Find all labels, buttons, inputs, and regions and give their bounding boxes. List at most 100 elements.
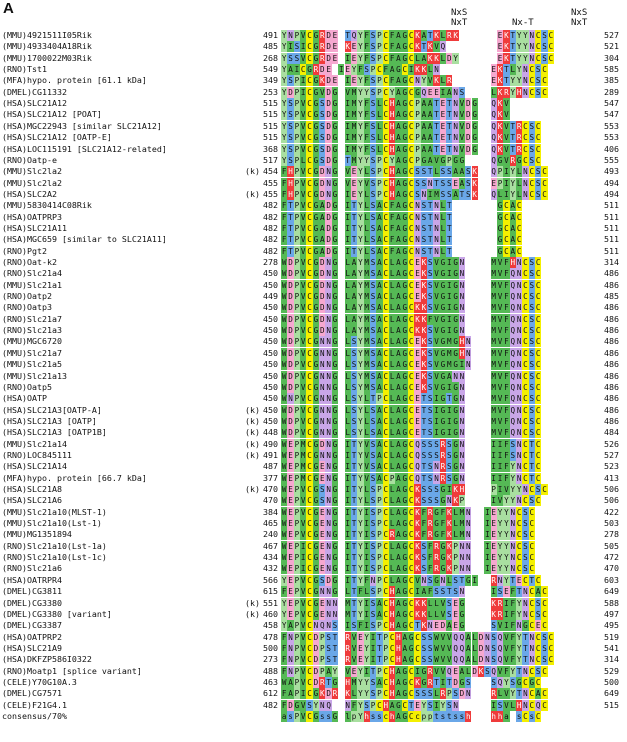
- residue: V: [496, 415, 504, 427]
- residue: E: [414, 370, 421, 382]
- residue: E: [439, 120, 447, 132]
- residue: S: [319, 109, 326, 121]
- residue: s: [528, 711, 535, 722]
- residue: N: [515, 291, 523, 303]
- sequence-name: (MMU)5830414C08Rik: [2, 200, 92, 211]
- residue: I: [446, 279, 453, 291]
- residue: Y: [363, 642, 370, 654]
- residue: S: [528, 154, 535, 166]
- residue: S: [433, 438, 440, 450]
- residue: T: [350, 597, 358, 609]
- alignment-row: (MMU)Slc2la2 (k) 454 F H P V C G D N G V E Y L S P C H A G C S S…: [2, 166, 627, 178]
- residue: K: [496, 75, 504, 87]
- residue: G: [331, 427, 339, 439]
- residue: h: [490, 711, 497, 722]
- residue: E: [319, 608, 326, 620]
- residue: T: [427, 200, 434, 212]
- residue: F: [388, 41, 396, 53]
- residue: F: [281, 166, 288, 178]
- alignment-row: (HSA)DKFZP586I0322 273 F N P V C D P S T R V E Y I T P C H A…: [2, 654, 627, 666]
- residue: V: [300, 188, 307, 200]
- residue: C: [382, 552, 389, 564]
- residue: E: [287, 506, 294, 518]
- residue: I: [484, 529, 491, 541]
- residue: N: [287, 642, 294, 654]
- residue: V: [496, 313, 504, 325]
- residue: S: [535, 166, 542, 178]
- residue: T: [509, 143, 516, 155]
- residue: C: [408, 268, 415, 280]
- residue: K: [420, 597, 428, 609]
- residue: S: [465, 188, 472, 200]
- residue: P: [293, 654, 301, 666]
- residue: S: [535, 597, 542, 609]
- residue: G: [401, 268, 408, 280]
- residue: N: [439, 574, 447, 586]
- residue: N: [325, 279, 332, 291]
- residue: Q: [490, 98, 497, 110]
- residue: C: [306, 325, 313, 337]
- residue: M: [300, 472, 307, 484]
- residue: W: [281, 529, 288, 541]
- residue: A: [395, 381, 402, 393]
- residue: A: [350, 313, 358, 325]
- residue: C: [522, 257, 529, 268]
- residue: V: [350, 654, 358, 666]
- residue: H: [388, 608, 396, 620]
- residue: I: [363, 529, 370, 541]
- residue: P: [293, 245, 301, 257]
- residue: P: [414, 154, 421, 166]
- residue: G: [331, 415, 339, 427]
- residue: N: [287, 631, 294, 643]
- residue: C: [382, 336, 389, 348]
- residue: A: [395, 154, 402, 166]
- sequence-name: (HSA)SLC21A8: [2, 484, 62, 494]
- residue: E: [357, 654, 364, 666]
- start-position: 273: [263, 654, 278, 665]
- residue: C: [408, 177, 415, 189]
- residue: D: [325, 98, 332, 110]
- residue: K: [319, 75, 326, 87]
- residue: I: [344, 495, 351, 507]
- residue: D: [446, 52, 453, 64]
- sequence-name: (HSA)OATPRP3: [2, 211, 62, 222]
- residue: A: [395, 347, 402, 359]
- residue: A: [395, 302, 402, 314]
- residue: S: [369, 188, 377, 200]
- end-position: 486: [604, 359, 619, 370]
- residue: K: [414, 552, 421, 564]
- residue: V: [496, 347, 504, 359]
- residue: C: [306, 86, 313, 98]
- residue: R: [388, 529, 396, 541]
- residue: N: [325, 393, 332, 405]
- residue: Y: [357, 222, 364, 234]
- residue: T: [350, 506, 358, 518]
- residue: I: [503, 166, 510, 178]
- residue: V: [433, 381, 440, 393]
- residue: N: [522, 699, 529, 711]
- residue: T: [515, 665, 523, 677]
- residue: D: [465, 143, 472, 155]
- residue: A: [325, 665, 332, 677]
- residue: C: [541, 586, 548, 598]
- residue: L: [344, 359, 351, 371]
- residue: N: [325, 518, 332, 530]
- residue: N: [465, 506, 472, 518]
- residue: P: [376, 552, 383, 564]
- residue: D: [439, 620, 447, 632]
- residue: G: [331, 154, 339, 166]
- residue: D: [287, 291, 294, 303]
- residue: T: [420, 427, 428, 439]
- residue: L: [388, 574, 396, 586]
- residue: T: [446, 143, 453, 155]
- residue: A: [319, 200, 326, 212]
- residue: I: [439, 676, 447, 688]
- residue: L: [433, 608, 440, 620]
- residue: L: [363, 245, 370, 257]
- residue: T: [427, 234, 434, 246]
- residue: C: [382, 563, 389, 575]
- residue: I: [344, 438, 351, 450]
- residue: I: [446, 291, 453, 303]
- residue: G: [331, 393, 339, 405]
- residue: S: [427, 631, 434, 643]
